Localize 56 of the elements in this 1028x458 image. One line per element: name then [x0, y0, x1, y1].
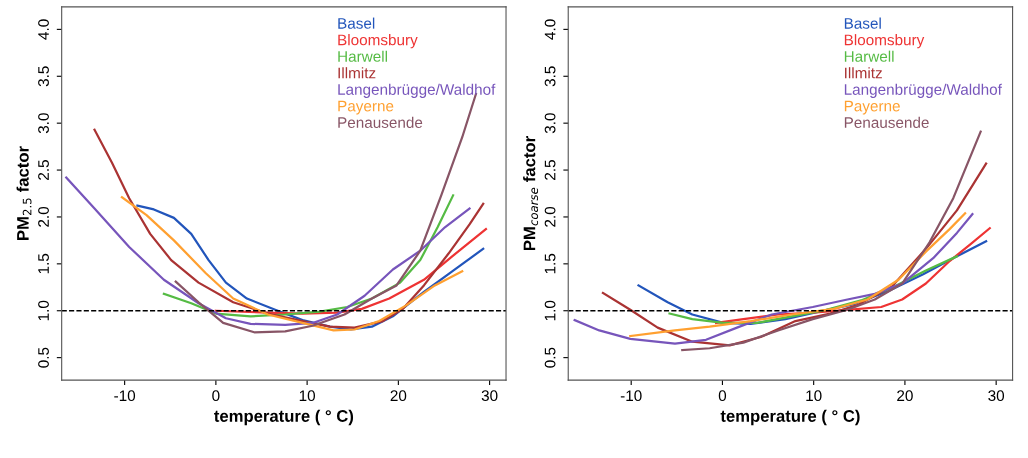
- x-axis-title: temperature ( ° C): [720, 409, 860, 426]
- line-series: [681, 130, 982, 352]
- line-series: [629, 212, 967, 338]
- y-tick-label: 0.5: [38, 347, 49, 368]
- x-tick-label: 0: [212, 390, 220, 402]
- line-series: [668, 255, 959, 325]
- text: Illmitz: [845, 67, 882, 79]
- line-series: [601, 162, 988, 347]
- text: Basel: [844, 17, 881, 29]
- x-tick-label: 10: [299, 390, 316, 402]
- x-tick-label: -10: [620, 390, 642, 402]
- text: Payerne: [844, 100, 900, 115]
- y-tick-label: 1.0: [38, 300, 49, 321]
- y-axis-title: PM$_{coarse}$ factor: [523, 136, 539, 251]
- x-tick-label: 10: [806, 390, 822, 402]
- x-tick-label: -10: [114, 390, 136, 402]
- y-tick-label: 3.0: [38, 113, 49, 134]
- y-tick-label: 3.5: [38, 66, 49, 87]
- text: Harwell: [338, 50, 387, 62]
- y-tick-label: 1.0: [544, 300, 556, 321]
- y-tick-label: 3.0: [544, 113, 556, 134]
- text: Langenbrügge/Waldhof: [844, 83, 1002, 98]
- line-series: [120, 196, 464, 332]
- text: Basel: [338, 17, 375, 29]
- line-series: [214, 228, 488, 315]
- x-tick-label: 0: [718, 390, 727, 402]
- y-axis-title: PM$_{2.5}$ factor: [16, 146, 32, 240]
- text: Penausende: [338, 116, 423, 128]
- line-series: [573, 213, 974, 345]
- text: Illmitz: [338, 67, 376, 79]
- x-tick-label: 20: [390, 390, 407, 402]
- text: Bloomsbury: [844, 34, 925, 49]
- y-tick-label: 2.5: [38, 160, 49, 180]
- x-tick-label: 20: [897, 390, 913, 402]
- text: Penausende: [844, 116, 929, 128]
- y-tick-label: 4.0: [544, 19, 556, 40]
- line-series: [162, 194, 455, 318]
- y-tick-label: 2.0: [544, 206, 556, 227]
- x-tick-label: 30: [988, 390, 1005, 402]
- y-tick-label: 0.5: [544, 347, 556, 368]
- x-axis-title: temperature ( ° C): [214, 409, 354, 426]
- text: Payerne: [338, 100, 394, 115]
- line-series: [65, 176, 471, 326]
- y-tick-label: 3.5: [544, 66, 556, 87]
- y-tick-label: 1.5: [544, 253, 556, 274]
- line-series: [714, 227, 991, 325]
- x-tick-label: 30: [481, 390, 498, 402]
- text: Langenbrügge/Waldhof: [338, 83, 496, 98]
- text: Harwell: [844, 50, 894, 62]
- line-series: [93, 128, 485, 329]
- text: Bloomsbury: [338, 34, 418, 49]
- y-tick-label: 4.0: [38, 19, 49, 40]
- y-tick-label: 2.5: [544, 160, 556, 180]
- y-tick-label: 1.5: [38, 253, 49, 274]
- y-tick-label: 2.0: [38, 206, 49, 227]
- line-series: [136, 204, 485, 331]
